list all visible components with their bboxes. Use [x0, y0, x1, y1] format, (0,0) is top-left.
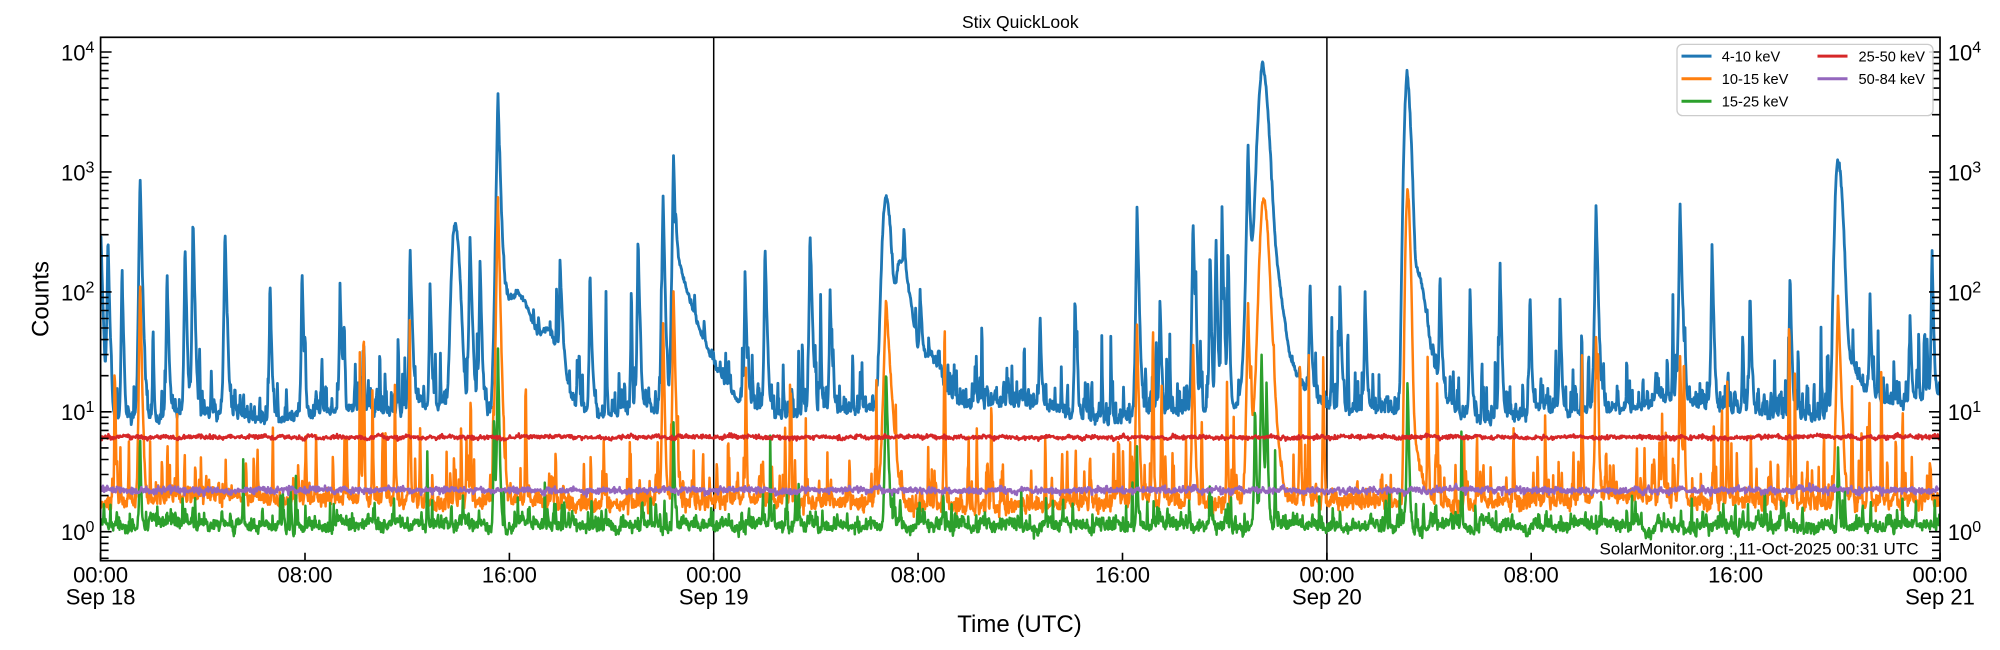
svg-text:Sep 19: Sep 19	[679, 584, 749, 609]
svg-text:00:00: 00:00	[73, 562, 128, 587]
svg-text:25-50 keV: 25-50 keV	[1859, 49, 1926, 65]
svg-text:00:00: 00:00	[1299, 562, 1354, 587]
svg-text:101: 101	[61, 399, 94, 425]
svg-text:08:00: 08:00	[1504, 562, 1559, 587]
svg-text:10-15 keV: 10-15 keV	[1722, 72, 1789, 88]
svg-text:16:00: 16:00	[1095, 562, 1150, 587]
svg-text:50-84 keV: 50-84 keV	[1859, 72, 1926, 88]
svg-text:Sep 18: Sep 18	[66, 584, 136, 609]
svg-text:16:00: 16:00	[1708, 562, 1763, 587]
svg-text:Stix QuickLook: Stix QuickLook	[962, 12, 1079, 32]
svg-text:Sep 21: Sep 21	[1905, 584, 1975, 609]
svg-text:08:00: 08:00	[277, 562, 332, 587]
svg-text:08:00: 08:00	[891, 562, 946, 587]
svg-text:00:00: 00:00	[1912, 562, 1967, 587]
svg-text:SolarMonitor.org : 11-Oct-2025: SolarMonitor.org : 11-Oct-2025 00:31 UTC	[1599, 540, 1918, 559]
svg-text:4-10 keV: 4-10 keV	[1722, 49, 1781, 65]
svg-text:Sep 20: Sep 20	[1292, 584, 1362, 609]
svg-text:15-25 keV: 15-25 keV	[1722, 95, 1789, 111]
svg-text:00:00: 00:00	[686, 562, 741, 587]
svg-text:Counts: Counts	[28, 261, 55, 337]
svg-text:16:00: 16:00	[482, 562, 537, 587]
svg-text:Time (UTC): Time (UTC)	[957, 611, 1081, 638]
